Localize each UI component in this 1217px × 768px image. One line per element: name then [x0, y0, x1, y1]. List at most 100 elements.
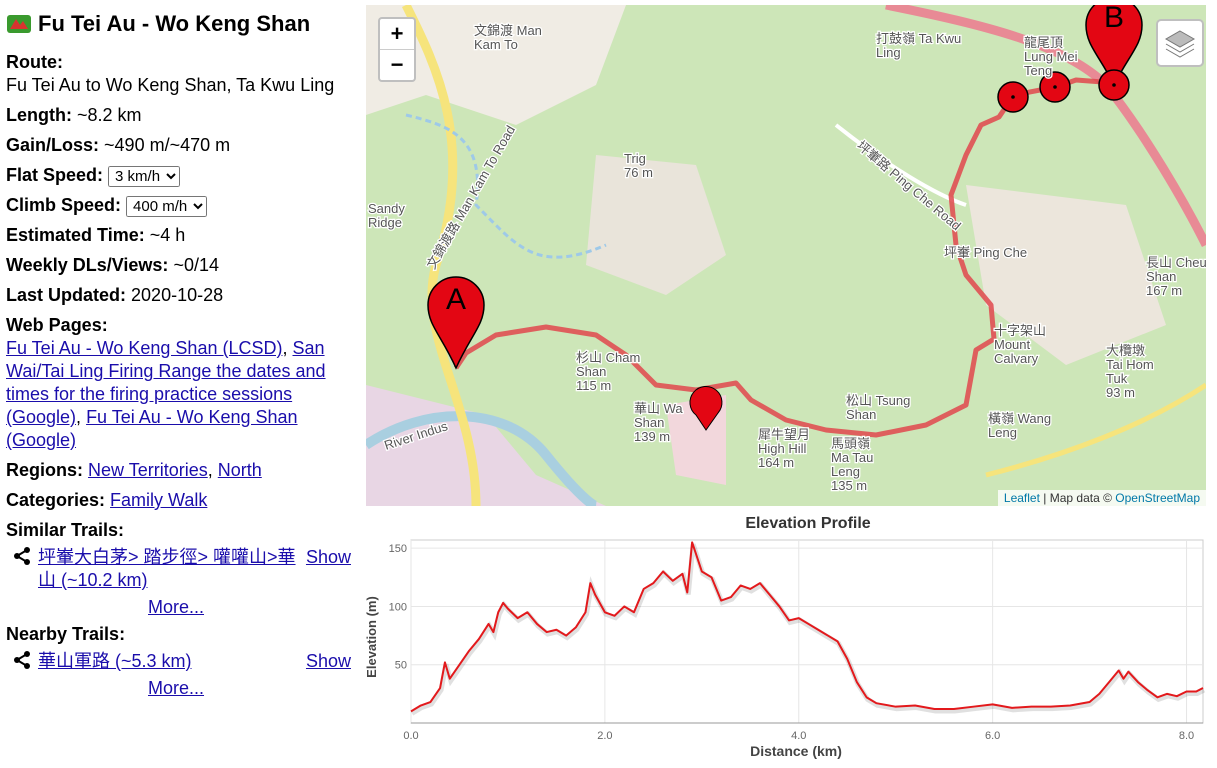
marker-label: A	[446, 283, 466, 316]
map-label-line: 76 m	[624, 165, 653, 180]
elevation-chart: Elevation Profile Distance (km) Elevatio…	[366, 515, 1206, 759]
map-canvas: A B 文錦渡 Man Kam To 打鼓嶺 Ta Kwu Ling Trig 76 m S…	[366, 5, 1206, 506]
map-label-line: 139 m	[634, 429, 670, 444]
weekly-row: Weekly DLs/Views: ~0/14	[6, 254, 351, 277]
map-label: 松山 Tsung Shan	[846, 393, 910, 422]
x-axis-label: Distance (km)	[750, 743, 842, 759]
web-pages-row: Web Pages: Fu Tei Au - Wo Keng Shan (LCSD…	[6, 314, 351, 452]
title: Fu Tei Au - Wo Keng Shan	[38, 11, 311, 36]
map-label: Sandy Ridge	[368, 201, 405, 230]
marker-label: B	[1104, 5, 1124, 34]
zoom-out[interactable]: −	[380, 49, 414, 80]
leaflet-link[interactable]: Leaflet	[1003, 491, 1040, 505]
map-label-line: Ma Tau	[831, 450, 873, 465]
map-label-line: Lung Mei	[1024, 49, 1078, 64]
trail-link[interactable]: 坪輋大白茅> 踏步徑> 嚾嚾山>華山 (~10.2 km)	[38, 547, 296, 590]
map-label-line: Tai Hom	[1106, 357, 1154, 372]
sidebar: Fu Tei Au - Wo Keng Shan Route: Fu Tei Au…	[6, 12, 351, 700]
more-link[interactable]: More...	[148, 678, 205, 698]
share-dot	[24, 663, 30, 669]
elevation-line	[410, 541, 1204, 713]
separator: ,	[282, 338, 288, 358]
zoom-in[interactable]: +	[390, 21, 404, 46]
marker-end-dot[interactable]	[689, 385, 723, 431]
label: Climb Speed:	[6, 195, 122, 215]
length-row: Length: ~8.2 km	[6, 104, 351, 127]
layers-button[interactable]	[1156, 19, 1204, 67]
share-dot	[24, 559, 30, 565]
map-label-line: Calvary	[994, 351, 1039, 366]
time-row: Estimated Time: ~4 h	[6, 224, 351, 247]
waypoint-dot	[1011, 95, 1015, 99]
share-icon	[14, 547, 30, 565]
value: ~4 h	[149, 225, 186, 245]
link[interactable]: Family Walk	[110, 490, 208, 510]
link[interactable]: Fu Tei Au - Wo Keng Shan (Google)	[6, 407, 298, 450]
map-label-line: 大欖墩	[1106, 343, 1145, 358]
map-label-line: 93 m	[1106, 385, 1135, 400]
map-label-line: 文錦渡 Man	[474, 23, 542, 38]
map-label-line: 杉山 Cham	[576, 350, 640, 365]
map-label: 文錦渡 Man Kam To	[474, 23, 542, 52]
trail-link[interactable]: 華山軍路 (~5.3 km)	[38, 651, 192, 671]
label: Categories:	[6, 490, 106, 510]
link[interactable]: New Territories	[88, 460, 208, 480]
flat-speed-select[interactable]: 3 km/h	[108, 166, 181, 187]
link[interactable]: San Wai/Tai Ling Firing Range the dates …	[6, 338, 326, 427]
map-label-line: 犀牛望月	[758, 427, 810, 442]
map-label-line: Ling	[876, 45, 901, 60]
map-label-line: Shan	[576, 364, 606, 379]
share-dot	[24, 547, 30, 553]
map-label-line: Sandy	[368, 201, 405, 216]
share-dot	[24, 651, 30, 657]
trail-row: 坪輋大白茅> 踏步徑> 嚾嚾山>華山 (~10.2 km) Show	[12, 546, 351, 592]
waypoint-dot	[1053, 85, 1057, 89]
map-label-line: Trig	[624, 151, 646, 166]
map-label-line: 龍尾頂	[1024, 35, 1063, 50]
y-tick-label: 50	[395, 660, 407, 672]
regions-row: Regions: New Territories, North	[6, 459, 351, 482]
map-label-line: Teng	[1024, 63, 1052, 78]
map-label: 打鼓嶺 Ta Kwu Ling	[876, 31, 961, 60]
value: ~0/14	[173, 255, 219, 275]
value: Fu Tei Au to Wo Keng Shan, Ta Kwu Ling	[6, 75, 335, 95]
marker-b[interactable]: B	[1085, 5, 1143, 101]
urban-area	[366, 5, 626, 125]
map-label-line: 坪輋 Ping Che	[944, 245, 1027, 260]
map-label-line: High Hill	[758, 441, 807, 456]
link[interactable]: North	[217, 460, 262, 480]
marker-a[interactable]: A	[427, 276, 485, 370]
map-label: 杉山 Cham Shan 115 m	[576, 350, 640, 393]
map-label-line: 松山 Tsung	[846, 393, 910, 408]
farmland	[586, 155, 726, 295]
x-tick-label: 0.0	[403, 730, 418, 742]
map-label: 馬頭嶺 Ma Tau Leng 135 m	[831, 436, 873, 493]
show-link[interactable]: Show	[305, 547, 351, 567]
label: Weekly DLs/Views:	[6, 255, 169, 275]
label: Flat Speed:	[6, 165, 104, 185]
categories-row: Categories: Family Walk	[6, 489, 351, 512]
map-label-line: Leng	[988, 425, 1017, 440]
climb-speed-row: Climb Speed: 400 m/h	[6, 194, 351, 217]
map[interactable]: A B 文錦渡 Man Kam To 打鼓嶺 Ta Kwu Ling Trig 76 m S…	[366, 5, 1206, 506]
share-dot	[14, 657, 20, 663]
osm-link[interactable]: OpenStreetMap	[1115, 491, 1200, 505]
label: Route:	[6, 52, 63, 72]
climb-speed-select[interactable]: 400 m/h	[126, 196, 208, 217]
link[interactable]: Fu Tei Au - Wo Keng Shan (LCSD)	[6, 338, 283, 358]
map-label: 坪輋 Ping Che	[944, 245, 1027, 260]
y-tick-label: 150	[389, 543, 407, 555]
show-link[interactable]: Show	[305, 651, 351, 671]
chart-title: Elevation Profile	[745, 515, 870, 532]
label: Nearby Trails:	[6, 624, 126, 644]
value: 2020-10-28	[131, 285, 224, 305]
layers-icon	[1164, 30, 1196, 58]
x-tick-label: 6.0	[985, 730, 1000, 742]
map-label-line: 164 m	[758, 455, 794, 470]
more-link[interactable]: More...	[148, 597, 205, 617]
road	[985, 382, 1206, 478]
share-icon	[14, 651, 30, 669]
separator: ,	[207, 460, 213, 480]
